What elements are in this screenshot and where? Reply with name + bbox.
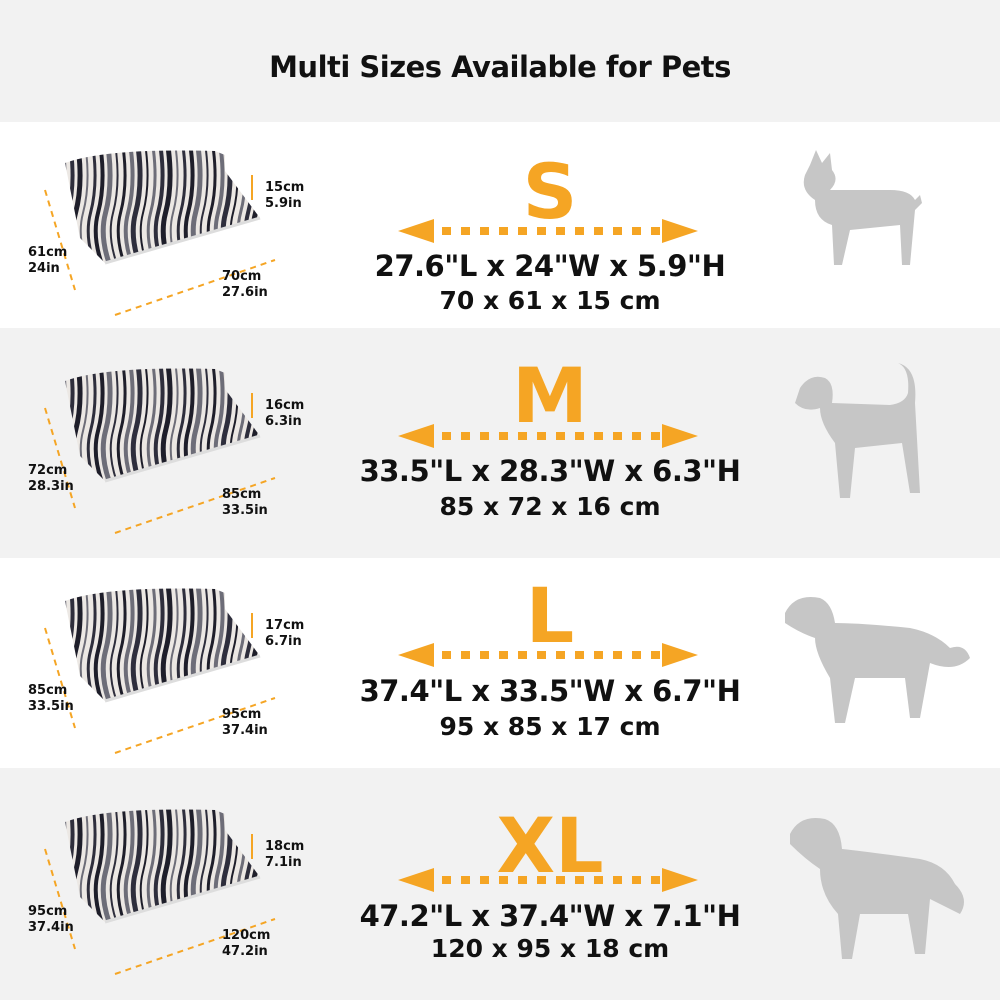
dimensions-inches: 47.2"L x 37.4"W x 7.1"H xyxy=(359,899,741,933)
dimensions-inches: 33.5"L x 28.3"W x 6.3"H xyxy=(359,454,741,488)
length-label: 70cm 27.6in xyxy=(222,269,268,301)
height-cm: 16cm xyxy=(265,398,305,413)
height-in: 6.7in xyxy=(265,634,302,649)
width-label: 72cm 28.3in xyxy=(28,463,74,495)
pet-bed-image xyxy=(45,361,275,505)
header-band: Multi Sizes Available for Pets xyxy=(0,0,1000,122)
dimensions-cm: 70 x 61 x 15 cm xyxy=(439,286,661,315)
width-cm: 72cm xyxy=(28,463,68,478)
double-arrow-icon xyxy=(398,424,698,452)
medium-dog-silhouette-icon xyxy=(770,363,980,527)
dimensions-cm: 120 x 95 x 18 cm xyxy=(430,934,670,963)
length-in: 37.4in xyxy=(222,723,268,738)
size-row-m: 16cm 6.3in 72cm 28.3in 85cm 33.5in M 33.5"L x 2… xyxy=(0,328,1000,558)
xl-dog-silhouette-icon xyxy=(770,804,980,968)
width-cm: 95cm xyxy=(28,904,68,919)
width-in: 37.4in xyxy=(28,920,74,935)
height-label: 18cm 7.1in xyxy=(265,839,304,871)
dimension-arrows xyxy=(40,150,300,324)
height-in: 5.9in xyxy=(265,196,302,211)
length-cm: 70cm xyxy=(222,269,262,284)
pet-bed-image xyxy=(45,581,275,725)
page-title: Multi Sizes Available for Pets xyxy=(269,50,731,84)
width-cm: 61cm xyxy=(28,245,68,260)
height-cm: 17cm xyxy=(265,618,305,633)
width-in: 33.5in xyxy=(28,699,74,714)
size-row-xl: 18cm 7.1in 95cm 37.4in 120cm 47.2in XL 47.2"L x… xyxy=(0,768,1000,1000)
dimension-arrows xyxy=(40,588,300,762)
dimensions-inches: 37.4"L x 33.5"W x 6.7"H xyxy=(359,674,741,708)
height-label: 15cm 5.9in xyxy=(265,180,304,212)
length-label: 85cm 33.5in xyxy=(222,487,268,519)
small-dog-silhouette-icon xyxy=(770,145,980,309)
dimension-arrows xyxy=(40,368,300,542)
size-letter: XL xyxy=(496,801,604,890)
size-letter: M xyxy=(512,351,588,440)
height-in: 6.3in xyxy=(265,414,302,429)
double-arrow-icon xyxy=(398,219,698,247)
dimensions-inches: 27.6"L x 24"W x 5.9"H xyxy=(374,249,726,283)
height-cm: 18cm xyxy=(265,839,305,854)
height-in: 7.1in xyxy=(265,855,302,870)
length-in: 33.5in xyxy=(222,503,268,518)
width-in: 28.3in xyxy=(28,479,74,494)
large-dog-silhouette-icon xyxy=(770,583,980,747)
dimension-arrows xyxy=(40,809,300,983)
length-cm: 85cm xyxy=(222,487,262,502)
height-label: 16cm 6.3in xyxy=(265,398,304,430)
length-in: 47.2in xyxy=(222,944,268,959)
width-label: 61cm 24in xyxy=(28,245,67,277)
pet-bed-image xyxy=(45,802,275,946)
length-label: 95cm 37.4in xyxy=(222,707,268,739)
height-cm: 15cm xyxy=(265,180,305,195)
width-in: 24in xyxy=(28,261,60,276)
double-arrow-icon xyxy=(398,868,698,896)
size-letter: L xyxy=(525,571,575,660)
length-label: 120cm 47.2in xyxy=(222,928,270,960)
size-row-l: 17cm 6.7in 85cm 33.5in 95cm 37.4in L 37.4"L x 3… xyxy=(0,558,1000,768)
size-row-s: 15cm 5.9in 61cm 24in 70cm 27.6in S 27.6"L x 24"… xyxy=(0,122,1000,328)
width-label: 95cm 37.4in xyxy=(28,904,74,936)
width-cm: 85cm xyxy=(28,683,68,698)
double-arrow-icon xyxy=(398,643,698,671)
length-cm: 120cm xyxy=(222,928,271,943)
size-letter: S xyxy=(522,147,578,236)
dimensions-cm: 85 x 72 x 16 cm xyxy=(439,492,661,521)
pet-bed-image xyxy=(45,143,275,287)
length-cm: 95cm xyxy=(222,707,262,722)
height-label: 17cm 6.7in xyxy=(265,618,304,650)
dimensions-cm: 95 x 85 x 17 cm xyxy=(439,712,661,741)
length-in: 27.6in xyxy=(222,285,268,300)
width-label: 85cm 33.5in xyxy=(28,683,74,715)
